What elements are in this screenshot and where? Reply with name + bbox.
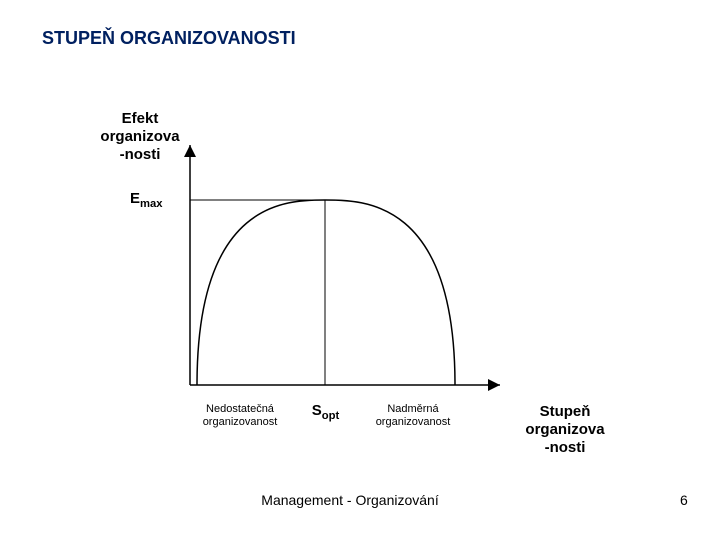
left-region-line2: organizovanost [203,416,278,428]
x-axis-label-line3: -nosti [545,439,586,456]
emax-label: Emax [130,190,163,210]
chart-axes [175,140,515,400]
footer-text: Management - Organizování [220,492,480,508]
emax-main: E [130,190,140,207]
y-axis-label-line1: Efekt [122,110,159,127]
sopt-sub: opt [322,410,340,422]
emax-sub: max [140,198,163,210]
left-region-label: Nedostatečná organizovanost [185,403,295,428]
right-region-label: Nadměrná organizovanost [358,403,468,428]
left-region-line1: Nedostatečná [206,403,274,415]
page-number: 6 [680,492,688,508]
y-axis-label-line3: -nosti [120,146,161,163]
x-axis-label: Stupeň organizova -nosti [510,403,620,457]
sopt-main: S [312,402,322,419]
y-axis-label-line2: organizova [100,128,179,145]
sopt-label: Sopt [303,402,348,422]
x-axis-label-line2: organizova [525,421,604,438]
right-region-line1: Nadměrná [387,403,438,415]
right-region-line2: organizovanost [376,416,451,428]
x-axis-label-line1: Stupeň [540,403,591,420]
slide-title: STUPEŇ ORGANIZOVANOSTI [42,28,296,49]
